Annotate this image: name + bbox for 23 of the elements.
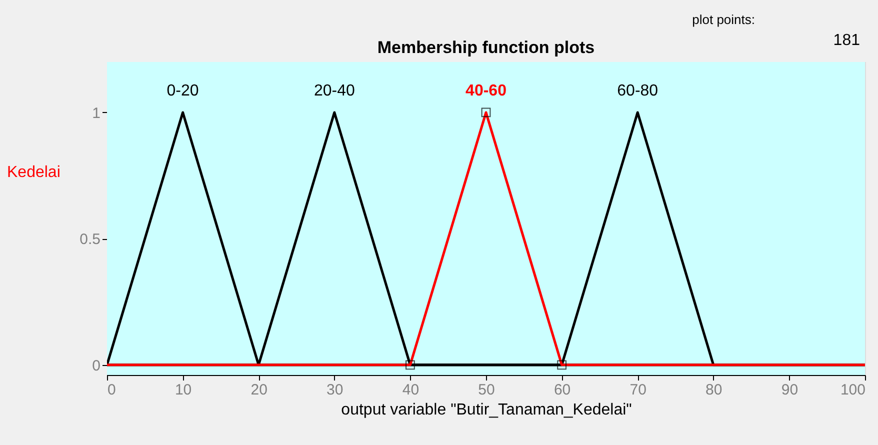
series-label: 20-40 [314,82,355,100]
text: plot points: [692,12,755,27]
y-tick-label: 0 [92,357,100,374]
x-tick-label: 80 [706,382,722,398]
x-axis-title: output variable "Butir_Tanaman_Kedelai" [341,402,632,418]
x-tick-label: 40 [402,382,420,398]
text: 181 [833,32,860,49]
x-tick-label: 70 [630,382,646,398]
x-tick-label: 90 [781,382,798,398]
x-tick-label: 100 [840,382,866,398]
x-tick-label: 10 [174,382,192,398]
text: Kedelai [7,164,60,181]
x-tick-label: 60 [554,382,571,398]
x-tick-label: 20 [250,382,268,398]
x-tick-label: 0 [108,382,116,398]
series-label: 40-60 [466,82,507,100]
y-tick-label: 0.5 [80,231,100,248]
chart-title: Membership function plots [377,38,595,57]
x-tick-label: 50 [478,382,495,398]
series-label: 0-20 [166,82,199,100]
series-label: 60-80 [617,82,658,100]
y-tick-label: 1 [92,104,100,122]
x-tick-label: 30 [326,382,344,398]
